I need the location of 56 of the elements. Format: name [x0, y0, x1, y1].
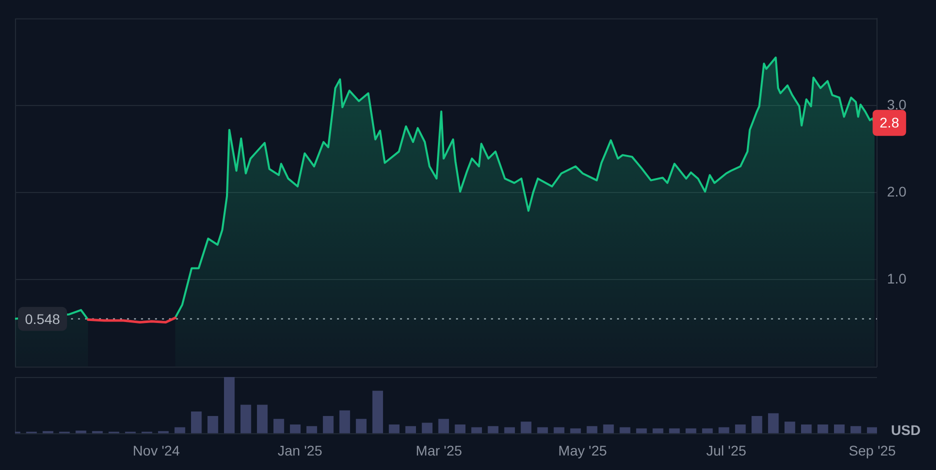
bar — [586, 426, 598, 434]
bar — [356, 418, 367, 434]
bar — [603, 424, 614, 434]
bar — [290, 424, 301, 434]
bar — [388, 424, 400, 434]
bar — [801, 424, 812, 434]
bar — [652, 428, 664, 434]
annotation: 2.8 — [880, 114, 900, 131]
x-tick-label: Sep '25 — [848, 442, 896, 458]
bar — [686, 428, 696, 434]
bar — [273, 418, 284, 434]
bar — [504, 427, 515, 434]
bar — [322, 416, 334, 434]
bar — [784, 422, 796, 434]
x-tick-label: Jan '25 — [278, 442, 323, 458]
bar — [372, 390, 384, 434]
bar — [554, 427, 564, 434]
bar — [256, 404, 268, 434]
bar — [570, 428, 581, 434]
bar — [866, 427, 877, 434]
text: USD — [891, 422, 921, 438]
bar — [240, 404, 252, 434]
bar — [339, 410, 350, 434]
bar — [488, 426, 498, 434]
bar — [669, 428, 680, 434]
bar — [718, 427, 730, 434]
bar — [850, 426, 862, 434]
bar — [405, 426, 416, 434]
bar — [454, 424, 466, 434]
bar — [620, 427, 630, 434]
bar — [735, 424, 746, 434]
bar — [471, 427, 482, 434]
bar — [834, 424, 845, 434]
bar — [752, 416, 762, 434]
x-tick-label: Jul '25 — [706, 442, 746, 458]
y-tick-label: 1.0 — [887, 270, 907, 286]
bar — [520, 422, 532, 434]
x-tick-label: Nov '24 — [132, 442, 180, 458]
x-tick-label: Mar '25 — [416, 442, 462, 458]
x-tick-label: May '25 — [558, 442, 608, 458]
y-tick-label: 3.0 — [887, 96, 907, 112]
bar — [818, 424, 828, 434]
y-tick-label: 2.0 — [887, 183, 907, 200]
bar — [224, 377, 235, 434]
bar — [191, 412, 202, 434]
bar — [422, 422, 432, 434]
bar — [208, 416, 218, 434]
bar — [768, 413, 779, 434]
bar — [174, 427, 186, 434]
bar — [438, 418, 449, 434]
bar — [76, 430, 86, 434]
bar — [306, 426, 318, 434]
bar — [636, 428, 647, 434]
ref-line-label: 0.548 — [25, 310, 60, 327]
bar — [537, 427, 548, 434]
bar — [702, 428, 713, 434]
